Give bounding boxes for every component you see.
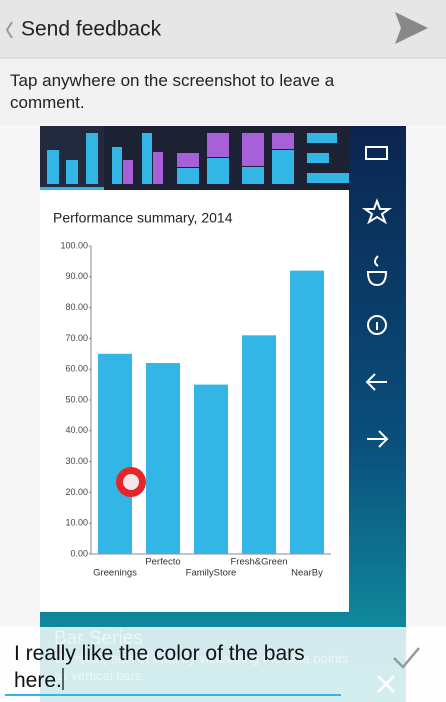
y-tick-label: 40.00	[65, 425, 88, 435]
bar	[98, 353, 132, 554]
y-tick-label: 10.00	[65, 518, 88, 528]
y-tick-label: 70.00	[65, 333, 88, 343]
chart-title: Performance summary, 2014	[53, 210, 233, 226]
back-icon[interactable]	[5, 21, 13, 39]
y-tick-label: 100.00	[60, 240, 88, 250]
x-tick-label: NearBy	[291, 568, 323, 579]
bar	[242, 335, 276, 554]
bar	[194, 384, 228, 554]
y-tick-label: 90.00	[65, 271, 88, 281]
thumbnails	[40, 126, 349, 190]
instruction: Tap anywhere on the screenshot to leave …	[10, 71, 335, 112]
y-tick-label: 80.00	[65, 302, 88, 312]
y-tick-label: 30.00	[65, 456, 88, 466]
bar	[146, 363, 180, 554]
sidebar-icons	[361, 146, 393, 448]
plot: 0.00 10.00 20.00 30.00 40.00 50.00 60.00 70.00 8…	[60, 240, 324, 579]
x-tick-label: Perfecto	[145, 557, 180, 568]
header-bar	[0, 0, 446, 58]
comment-bar	[0, 627, 446, 702]
x-tick-label: Fresh&Green	[230, 557, 287, 568]
y-tick-label: 20.00	[65, 487, 88, 497]
y-tick-label: 50.00	[65, 394, 88, 404]
comment-marker-center	[123, 474, 139, 490]
send-icon[interactable]	[395, 12, 428, 44]
x-tick-label: Greenings	[93, 568, 137, 579]
x-tick-label: FamilyStore	[186, 568, 237, 579]
y-tick-label: 60.00	[65, 364, 88, 374]
comment-input[interactable]: I really like the color of the bars here…	[14, 642, 305, 692]
y-tick-label: 0.00	[70, 548, 88, 558]
header-title: Send feedback	[21, 18, 162, 41]
bar	[290, 270, 324, 554]
